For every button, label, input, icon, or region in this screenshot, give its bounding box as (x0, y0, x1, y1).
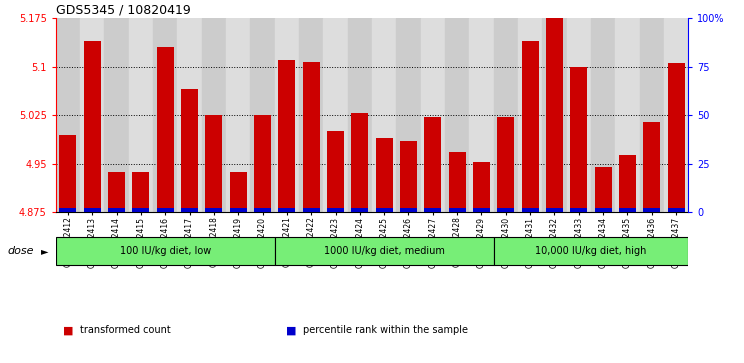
Bar (619, 208, 636, 212)
Bar (108, 172, 125, 212)
Bar (226, 18, 251, 212)
Bar (518, 18, 542, 212)
Text: 10,000 IU/kg diet, high: 10,000 IU/kg diet, high (535, 246, 647, 256)
Bar (567, 18, 591, 212)
Bar (84, 208, 100, 212)
Bar (376, 138, 393, 212)
Text: 1000 IU/kg diet, medium: 1000 IU/kg diet, medium (324, 246, 445, 256)
Bar (420, 18, 445, 212)
Bar (351, 208, 368, 212)
Bar (230, 208, 247, 212)
Bar (493, 237, 688, 265)
Bar (60, 135, 77, 212)
Bar (254, 208, 271, 212)
Text: 100 IU/kg diet, low: 100 IU/kg diet, low (120, 246, 211, 256)
Bar (205, 208, 222, 212)
Bar (469, 18, 493, 212)
Bar (327, 208, 344, 212)
Bar (376, 208, 393, 212)
Bar (278, 208, 295, 212)
Bar (80, 18, 104, 212)
Bar (303, 208, 320, 212)
Bar (327, 131, 344, 212)
Bar (202, 18, 226, 212)
Bar (299, 18, 324, 212)
Text: ►: ► (41, 246, 48, 256)
Bar (230, 172, 247, 212)
Bar (397, 18, 420, 212)
Bar (591, 18, 615, 212)
Bar (254, 115, 271, 212)
Bar (497, 208, 514, 212)
Bar (205, 115, 222, 212)
Text: percentile rank within the sample: percentile rank within the sample (303, 325, 468, 335)
Bar (60, 208, 77, 212)
Bar (181, 89, 198, 212)
Bar (640, 18, 664, 212)
Bar (424, 117, 441, 212)
Bar (347, 18, 372, 212)
Bar (497, 117, 514, 212)
Bar (251, 18, 275, 212)
Bar (84, 41, 100, 212)
Bar (351, 113, 368, 212)
Bar (664, 18, 688, 212)
Bar (177, 18, 202, 212)
Text: ■: ■ (286, 325, 297, 335)
Text: GDS5345 / 10820419: GDS5345 / 10820419 (56, 4, 190, 17)
Bar (493, 18, 518, 212)
Bar (522, 41, 539, 212)
Text: ■: ■ (63, 325, 74, 335)
Bar (570, 208, 587, 212)
Bar (473, 208, 490, 212)
Bar (570, 67, 587, 212)
Bar (615, 18, 640, 212)
Bar (372, 18, 397, 212)
Bar (449, 208, 466, 212)
Bar (644, 122, 660, 212)
Bar (324, 18, 347, 212)
Bar (132, 172, 150, 212)
Bar (546, 18, 563, 212)
Bar (153, 18, 177, 212)
Bar (667, 64, 684, 212)
Bar (278, 60, 295, 212)
Bar (546, 208, 563, 212)
Bar (132, 208, 150, 212)
Bar (400, 141, 417, 212)
Bar (108, 208, 125, 212)
Bar (303, 62, 320, 212)
Bar (594, 167, 612, 212)
Bar (56, 237, 275, 265)
Bar (104, 18, 129, 212)
Bar (667, 208, 684, 212)
Text: transformed count: transformed count (80, 325, 170, 335)
Bar (157, 208, 174, 212)
Bar (400, 208, 417, 212)
Bar (181, 208, 198, 212)
Bar (542, 18, 567, 212)
Bar (449, 152, 466, 212)
Bar (522, 208, 539, 212)
Bar (473, 162, 490, 212)
Bar (445, 18, 469, 212)
Bar (56, 18, 80, 212)
Bar (644, 208, 660, 212)
Bar (275, 18, 299, 212)
Bar (619, 155, 636, 212)
Text: dose: dose (7, 246, 34, 256)
Bar (157, 47, 174, 212)
Bar (424, 208, 441, 212)
Bar (129, 18, 153, 212)
Bar (275, 237, 493, 265)
Bar (594, 208, 612, 212)
